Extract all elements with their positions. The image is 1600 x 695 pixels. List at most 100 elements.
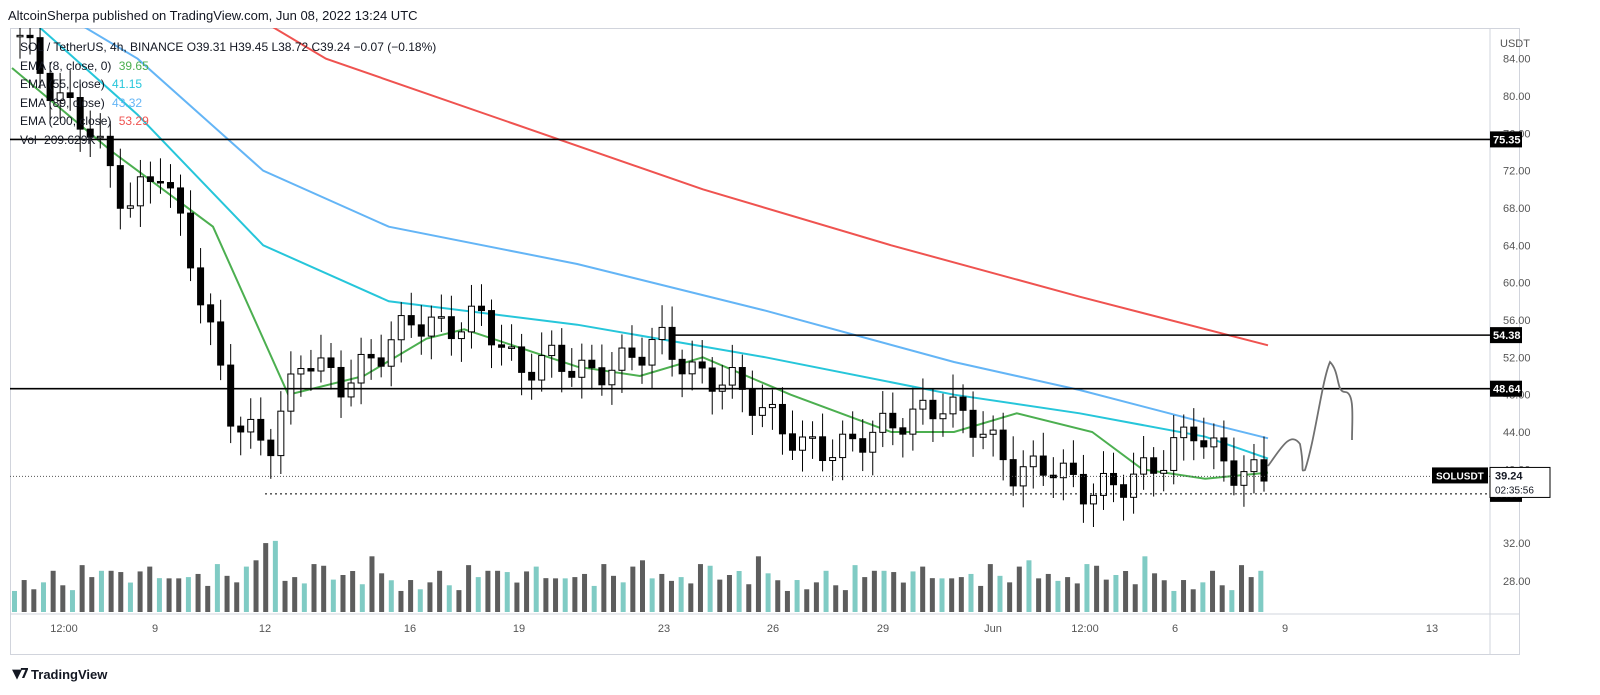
volume-bar — [1055, 580, 1061, 612]
candle-body — [66, 92, 74, 99]
candle-body — [277, 410, 285, 457]
candle-body — [768, 403, 776, 409]
volume-bar — [668, 580, 674, 612]
indicator-legend: SOL / TetherUS, 4h, BINANCE O39.31 H39.4… — [20, 38, 436, 149]
ema89-row[interactable]: EMA (89, close) 43.32 — [20, 94, 436, 113]
price-tick-label: 84.00 — [1503, 54, 1531, 66]
volume-bar — [475, 577, 481, 612]
volume-bar — [379, 573, 385, 612]
volume-bar — [40, 582, 46, 612]
ema200-row[interactable]: EMA (200, close) 53.29 — [20, 112, 436, 131]
volume-bar — [1103, 579, 1109, 612]
candle-body — [136, 176, 144, 207]
candle-body — [708, 367, 716, 392]
time-tick-label: 9 — [1282, 623, 1288, 635]
volume-bar — [340, 575, 346, 612]
candle-body — [889, 412, 897, 429]
candle-body — [949, 396, 957, 415]
volume-bar — [620, 582, 626, 612]
candle-body — [1190, 426, 1198, 442]
volume-bar — [794, 580, 800, 612]
volume-bar — [900, 582, 906, 612]
candle-body — [347, 382, 355, 398]
candle-body — [588, 359, 596, 369]
ema55-value: 41.15 — [112, 77, 143, 91]
candle-body — [488, 310, 496, 346]
volume-bar — [553, 578, 559, 612]
volume-bar — [514, 582, 520, 612]
candle-body — [1250, 459, 1258, 473]
candle-body — [467, 305, 475, 333]
volume-bar — [1113, 575, 1119, 612]
candle-body — [628, 347, 636, 358]
ema55-row[interactable]: EMA (55, close) 41.15 — [20, 75, 436, 94]
vol-label: Vol — [20, 132, 37, 147]
candle-body — [618, 347, 626, 371]
volume-bar — [301, 583, 307, 612]
volume-bar — [417, 589, 423, 612]
candle-body — [437, 316, 445, 319]
volume-bar — [1161, 580, 1167, 612]
volume-bar — [707, 565, 713, 612]
candle-body — [1170, 437, 1178, 471]
volume-bar — [156, 578, 162, 612]
volume-bar — [408, 580, 414, 612]
vol-row[interactable]: Vol 209.629K — [20, 131, 436, 150]
candle-body — [929, 399, 937, 420]
volume-bar — [466, 565, 472, 612]
candle-body — [166, 182, 174, 189]
time-tick-label: 16 — [404, 623, 416, 635]
price-tag-box — [1490, 327, 1522, 344]
candle-body — [1120, 484, 1128, 498]
vol-value: 209.629K — [44, 132, 96, 147]
volume-bar — [427, 582, 433, 612]
candle-body — [177, 187, 185, 214]
volume-bar — [997, 575, 1003, 612]
tradingview-brand[interactable]: ▼7 TradingView — [12, 667, 107, 682]
ema8-row[interactable]: EMA (8, close, 0) 39.65 — [20, 57, 436, 76]
price-tick-label: 68.00 — [1503, 203, 1531, 215]
ema55-label: EMA (55, close) — [20, 77, 105, 91]
volume-bar — [1210, 570, 1216, 612]
ema200-line — [272, 28, 1269, 347]
volume-bar — [12, 590, 17, 612]
candle-body — [879, 412, 887, 433]
volume-bar — [813, 582, 819, 612]
volume-bar — [1016, 566, 1022, 612]
volume-bar — [292, 577, 298, 612]
candle-body — [1089, 494, 1097, 505]
candle-body — [1059, 462, 1067, 479]
volume-bar — [958, 577, 964, 612]
projection-path[interactable] — [1267, 360, 1354, 472]
symbol-tag-box — [1432, 467, 1488, 484]
candle-body — [1130, 473, 1138, 498]
volume-bar — [823, 570, 829, 612]
volume-bar — [98, 570, 104, 612]
volume-bar — [543, 578, 549, 612]
volume-bar — [697, 564, 703, 612]
candle-body — [26, 34, 34, 39]
candle-body — [237, 425, 245, 433]
price-tick-label: 60.00 — [1503, 278, 1531, 290]
time-tick-label: 29 — [877, 623, 889, 635]
volume-bar — [108, 570, 114, 612]
candle-body — [337, 366, 345, 398]
volume-bar — [369, 556, 375, 612]
volume-bar — [1152, 573, 1158, 612]
volume-bar — [50, 570, 56, 612]
candle-body — [86, 128, 94, 138]
volume-bar — [234, 582, 240, 612]
volume-bar — [765, 573, 771, 612]
candle-body — [287, 373, 295, 412]
volume-bar — [1065, 577, 1071, 612]
volume-bar — [359, 584, 365, 612]
time-tick-label: 12:00 — [1071, 623, 1099, 635]
tradingview-logo-icon: ▼7 — [12, 667, 29, 682]
volume-bar — [717, 579, 723, 612]
volume-bar — [1239, 565, 1245, 612]
candle-body — [1240, 471, 1248, 486]
candle-body — [447, 316, 455, 340]
candle-body — [778, 403, 786, 435]
candle-body — [558, 344, 566, 372]
